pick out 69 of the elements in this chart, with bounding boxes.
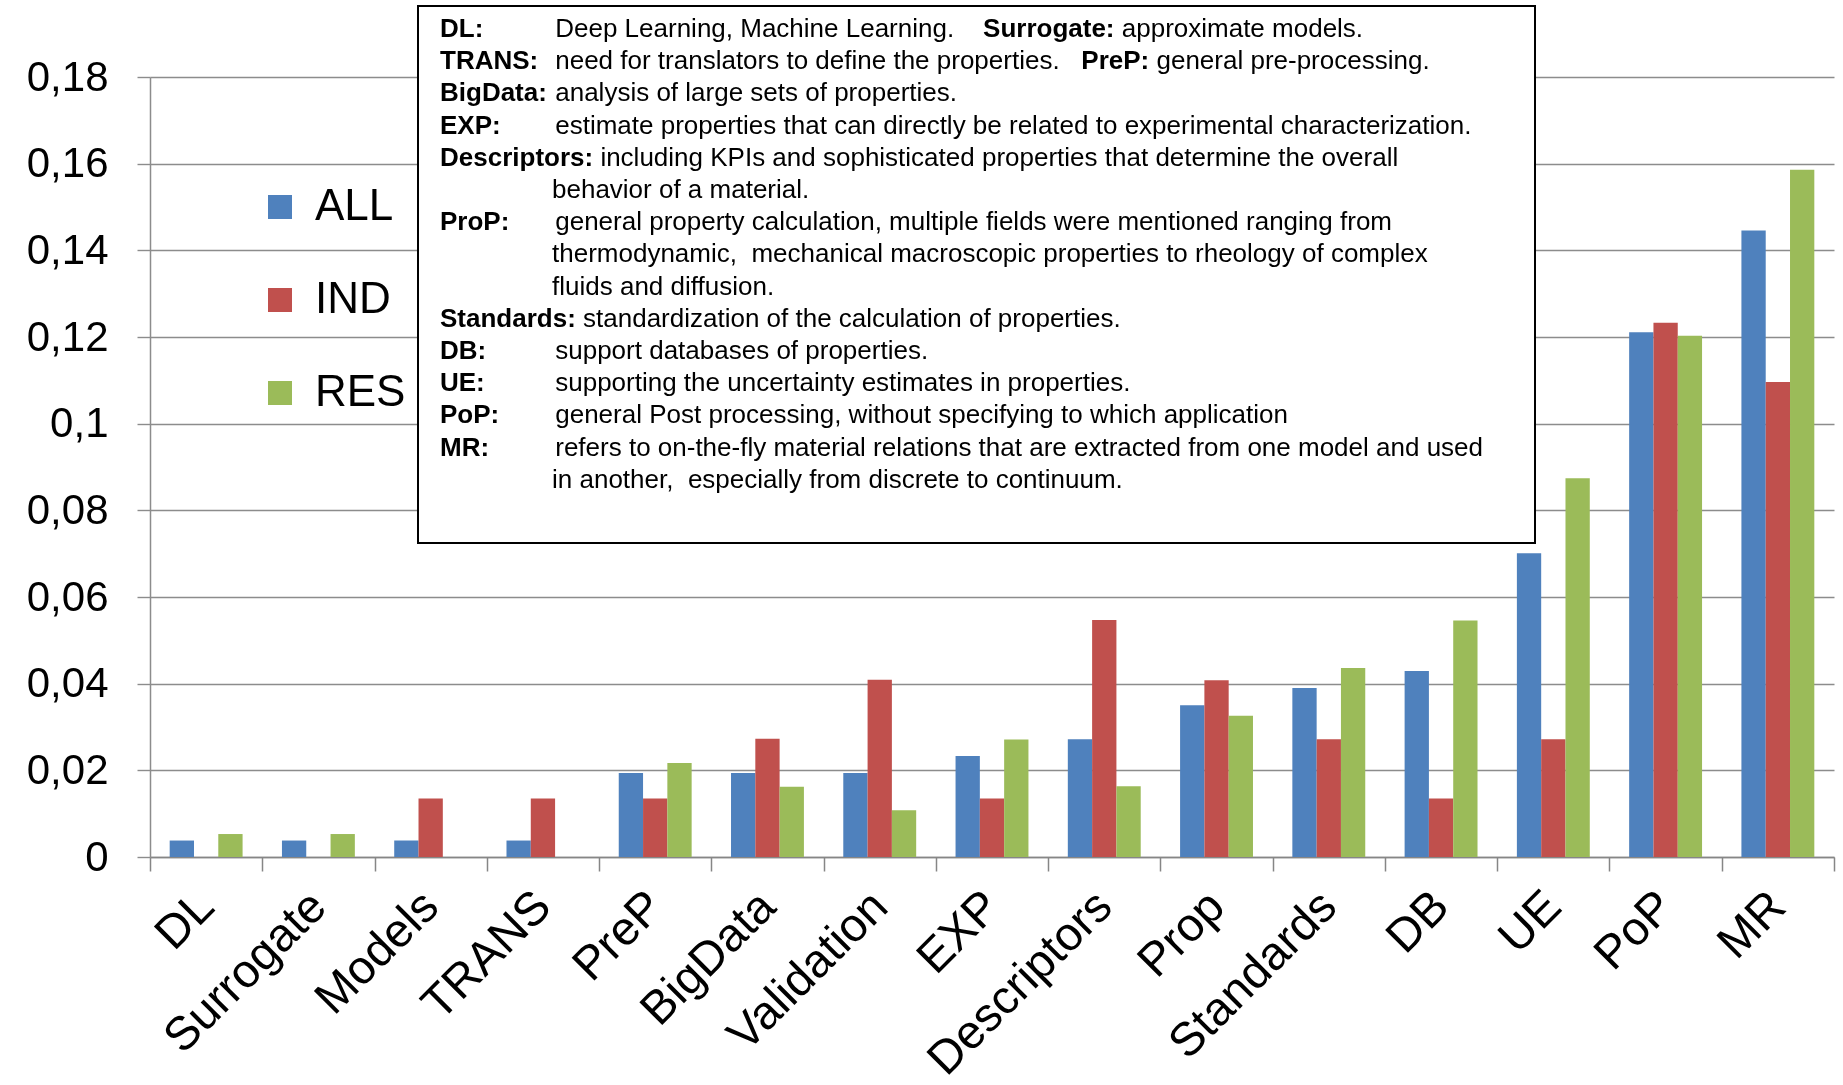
bar [643,798,668,857]
text: MR: refers to on-the-fly material relations that are extracted from one model and used in another, especially from discrete to continuum. [440,431,1484,494]
text: EXP: estimate properties that can directly be related to experimental characterization. [440,109,1472,140]
legend-label: IND [315,273,391,322]
legend-label: RES [315,366,406,415]
x-tick-label: MR [1706,878,1796,969]
legend-label: ALL [315,180,394,229]
bar [1292,688,1317,857]
y-tick-label: 0,12 [26,312,109,360]
y-tick-label: 0,04 [26,659,109,707]
bar [1067,739,1093,857]
text: DL: Deep Learning, Machine Learning. Surrogate: approximate models. [440,13,1364,43]
bar [755,738,780,857]
bar [979,798,1005,857]
x-tick-label: PoP [1582,878,1684,980]
bar [867,679,892,857]
bar [843,772,868,857]
bar [1741,230,1766,857]
bar [618,772,644,857]
bar [667,762,692,857]
y-tick-label: 0,08 [26,485,109,533]
bar [218,834,243,857]
bar [394,840,419,857]
bar [530,798,556,857]
bar [1516,553,1542,857]
bar [169,840,194,857]
bar [779,786,804,857]
bar [1790,169,1815,857]
y-tick-label: 0,1 [50,399,109,447]
text: TRANS: need for translators to define the properties. PreP: general pre-processing. [440,44,1431,77]
bar [891,810,917,857]
bar [1565,478,1590,857]
y-tick-label: 0,06 [26,572,109,620]
bar [1004,739,1029,857]
x-tick-label: DB [1374,878,1459,963]
bar [330,834,355,857]
bar [1428,798,1454,857]
bar [1404,671,1429,857]
bar [506,840,531,857]
text: UE: supporting the uncertainty estimates in properties. [440,367,1131,398]
bar [1653,322,1678,857]
text: PoP: general Post processing, without specifying to which application [440,399,1288,430]
bar [281,840,307,857]
bar [1340,668,1366,857]
y-tick-label: 0,02 [26,745,109,793]
bar [731,772,756,857]
bar [1180,705,1205,857]
annotation: Standards: standardization of the calculation of properties. [440,301,1122,335]
bar [1116,786,1141,857]
y-tick-label: 0,18 [26,52,109,100]
bar [1228,715,1253,857]
y-tick-label: 0 [85,832,109,880]
bar [1629,332,1654,857]
bar [418,798,443,857]
bar [1204,680,1229,857]
bar [1541,739,1566,857]
y-tick-label: 0,14 [26,225,109,273]
bar [1316,739,1341,857]
bar [1092,619,1117,857]
bar [1677,335,1703,857]
text: ProP: general property calculation, multiple fields were mentioned ranging from thermodynamic, mechanical macroscopic properties to rheology of complex fluids and diffusion. [440,206,1428,301]
annotation: BigData: analysis of large sets of properties. [440,76,958,109]
bar [1453,620,1478,857]
x-tick-label: UE [1487,878,1571,963]
text: DB: support databases of properties. [440,335,929,366]
bar [1765,382,1791,857]
y-tick-label: 0,16 [26,139,109,187]
bar [955,756,980,857]
annotation: Descriptors: including KPIs and sophisticated properties that determine the overall behavior of a material. [440,140,1400,206]
